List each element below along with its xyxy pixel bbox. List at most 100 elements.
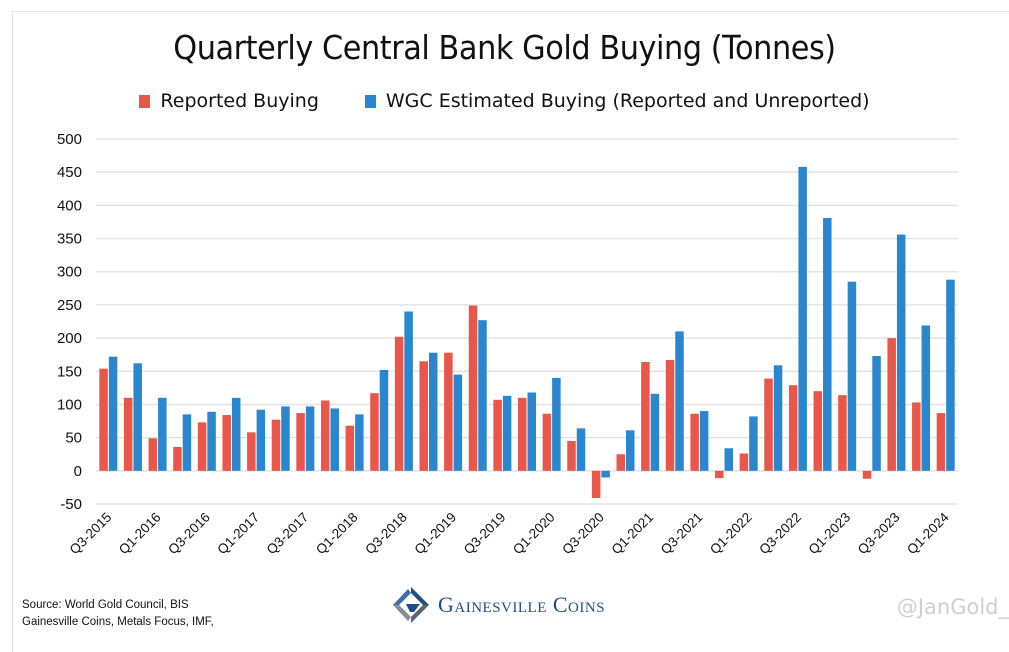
bar-reported — [493, 399, 502, 471]
bar-reported — [542, 413, 552, 471]
y-tick-label: -50 — [60, 496, 82, 513]
y-tick-label: 400 — [57, 197, 82, 214]
brand-logo: Gainesville Coins — [392, 586, 605, 624]
bar-wgc — [256, 409, 266, 471]
bar-wgc — [355, 414, 364, 471]
bar-reported — [936, 413, 946, 471]
x-tick-label: Q3-2019 — [461, 510, 509, 558]
bar-reported — [173, 446, 182, 471]
y-tick-label: 0 — [74, 463, 82, 480]
y-tick-label: 350 — [57, 231, 82, 248]
bar-reported — [148, 438, 158, 471]
bar-wgc — [428, 352, 438, 471]
bar-wgc — [896, 234, 906, 471]
x-tick-label: Q3-2023 — [855, 510, 903, 558]
bar-wgc — [453, 374, 463, 471]
source-line-2: Gainesville Coins, Metals Focus, IMF, — [22, 616, 214, 628]
x-tick-label: Q1-2020 — [510, 510, 558, 558]
y-tick-label: 300 — [57, 264, 82, 281]
bar-chart: -50 0 50 100 150 200 250 300 350 400 450 500 Q3-2015… — [57, 131, 958, 558]
bar-reported — [419, 361, 428, 471]
y-tick-label: 500 — [57, 131, 82, 148]
bar-reported — [813, 391, 823, 471]
bar-wgc — [158, 397, 167, 471]
bar-reported — [468, 305, 478, 471]
bar-wgc — [749, 416, 758, 471]
bar-reported — [247, 432, 256, 471]
x-tick-label: Q1-2018 — [313, 510, 361, 558]
bar-wgc — [527, 392, 536, 471]
bar-wgc — [207, 411, 216, 471]
bar-reported — [665, 359, 675, 471]
y-tick-label: 200 — [57, 330, 82, 347]
bar-wgc — [823, 217, 832, 471]
bar-wgc — [946, 279, 955, 471]
bar-reported — [887, 338, 896, 471]
chart-title: Quarterly Central Bank Gold Buying (Tonn… — [173, 28, 836, 67]
bar-reported — [862, 470, 872, 479]
bar-reported — [764, 378, 773, 471]
legend-label-wgc: WGC Estimated Buying (Reported and Unrep… — [385, 90, 870, 112]
bar-reported — [123, 397, 133, 471]
bar-wgc — [281, 406, 290, 471]
bar-wgc — [231, 397, 241, 471]
x-tick-label: Q1-2021 — [609, 510, 657, 558]
bar-wgc — [404, 311, 413, 471]
y-tick-label: 50 — [65, 430, 82, 447]
bar-wgc — [379, 369, 389, 471]
y-tick-label: 250 — [57, 297, 82, 314]
x-tick-label: Q1-2016 — [116, 510, 164, 558]
x-tick-label: Q1-2024 — [904, 509, 952, 557]
bar-reported — [320, 400, 330, 471]
y-tick-label: 100 — [57, 396, 82, 413]
bar-wgc — [847, 281, 857, 471]
bar-wgc — [552, 377, 561, 471]
bar-wgc — [675, 331, 684, 471]
source-note: Source: World Gold Council, BIS Gainesvi… — [22, 597, 214, 631]
legend: Reported Buying WGC Estimated Buying (Re… — [0, 90, 1009, 112]
bar-reported — [715, 470, 724, 479]
bar-wgc — [305, 406, 315, 471]
bar-reported — [296, 413, 305, 471]
watermark: @JanGold_ — [896, 595, 1009, 619]
bar-reported — [739, 453, 749, 471]
bar-wgc — [724, 448, 734, 471]
x-tick-label: Q1-2019 — [411, 510, 459, 558]
legend-swatch-reported — [139, 94, 151, 108]
bar-wgc — [330, 408, 339, 471]
bar-wgc — [650, 393, 660, 471]
bar-reported — [591, 470, 601, 499]
bar-wgc — [798, 166, 807, 471]
x-tick-label: Q1-2023 — [806, 510, 854, 558]
brand-name: Gainesville Coins — [438, 592, 606, 617]
legend-swatch-wgc — [364, 94, 376, 108]
x-tick-label: Q3-2018 — [362, 510, 410, 558]
bar-wgc — [626, 430, 635, 471]
x-tick-label: Q1-2017 — [214, 510, 262, 558]
y-tick-label: 150 — [57, 363, 82, 380]
legend-item-wgc: WGC Estimated Buying (Reported and Unrep… — [364, 90, 870, 112]
bar-reported — [518, 397, 527, 471]
x-tick-label: Q3-2016 — [165, 510, 213, 558]
x-tick-label: Q3-2015 — [67, 510, 115, 558]
bar-wgc — [699, 411, 709, 471]
bar-reported — [838, 395, 847, 471]
bar-reported — [616, 454, 626, 471]
bar-reported — [370, 393, 379, 471]
bar-reported — [222, 415, 231, 471]
bar-reported — [197, 422, 207, 471]
legend-item-reported: Reported Buying — [139, 90, 319, 112]
x-tick-label: Q3-2021 — [658, 510, 706, 558]
bar-wgc — [921, 325, 931, 471]
x-tick-label: Q3-2020 — [559, 510, 607, 558]
bar-reported — [99, 368, 108, 471]
bar-reported — [394, 336, 404, 471]
bar-wgc — [133, 363, 142, 471]
bar-wgc — [108, 356, 118, 471]
bar-wgc — [601, 470, 610, 478]
bar-wgc — [773, 365, 783, 471]
bar-reported — [912, 402, 921, 471]
gainesville-logo-icon — [393, 587, 429, 623]
bar-wgc — [872, 356, 881, 471]
bar-reported — [690, 413, 699, 471]
